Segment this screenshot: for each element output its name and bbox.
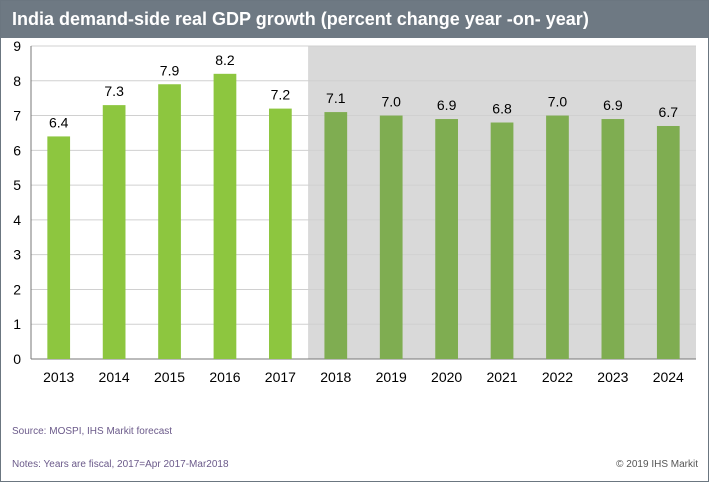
- y-tick-label: 3: [13, 247, 21, 263]
- x-tick-label: 2017: [265, 369, 296, 385]
- bar: [490, 122, 514, 359]
- y-tick-label: 4: [13, 212, 21, 228]
- source-note: Source: MOSPI, IHS Markit forecast: [12, 426, 173, 437]
- y-tick-label: 5: [13, 177, 21, 193]
- bar: [324, 112, 348, 359]
- x-tick-label: 2022: [542, 369, 573, 385]
- data-label: 6.9: [437, 97, 457, 113]
- data-label: 6.4: [49, 114, 69, 130]
- y-tick-label: 7: [13, 108, 21, 124]
- bar: [656, 125, 680, 359]
- x-tick-label: 2015: [154, 369, 185, 385]
- x-tick-label: 2016: [209, 369, 240, 385]
- y-tick-label: 1: [13, 316, 21, 332]
- bar: [158, 84, 181, 359]
- bar: [47, 136, 71, 359]
- chart-title: India demand-side real GDP growth (perce…: [1, 1, 708, 38]
- x-tick-label: 2013: [43, 369, 74, 385]
- x-tick-label: 2021: [486, 369, 517, 385]
- data-label: 7.1: [326, 90, 346, 106]
- y-tick-label: 2: [13, 281, 21, 297]
- x-tick-label: 2020: [431, 369, 462, 385]
- bar: [269, 108, 292, 359]
- bar: [546, 115, 569, 359]
- x-tick-label: 2024: [653, 369, 684, 385]
- bar: [435, 119, 458, 360]
- bar-chart: 0 1 2 3 4 5 6 7 8 9 6.4 2013 7.3 2014 7.9 2015 8.2 2016 7.…: [13, 38, 696, 385]
- data-label: 7.3: [104, 83, 124, 99]
- bar: [601, 119, 625, 360]
- y-tick-label: 0: [13, 351, 21, 367]
- data-label: 6.7: [659, 104, 679, 120]
- data-label: 6.9: [603, 97, 623, 113]
- bar: [102, 105, 126, 359]
- y-tick-label: 6: [13, 142, 21, 158]
- data-label: 8.2: [215, 52, 235, 68]
- data-label: 7.0: [381, 94, 401, 110]
- bar: [379, 115, 403, 359]
- bar: [213, 73, 237, 360]
- notes-text: Notes: Years are fiscal, 2017=Apr 2017-M…: [12, 459, 229, 470]
- y-tick-label: 8: [13, 73, 21, 89]
- data-label: 7.2: [271, 87, 291, 103]
- x-tick-label: 2014: [99, 369, 130, 385]
- y-tick-label: 9: [13, 38, 21, 54]
- x-tick-label: 2019: [376, 369, 407, 385]
- x-tick-label: 2023: [597, 369, 628, 385]
- x-tick-label: 2018: [320, 369, 351, 385]
- data-label: 7.0: [548, 94, 568, 110]
- data-label: 6.8: [492, 101, 512, 117]
- copyright-text: © 2019 IHS Markit: [616, 459, 698, 470]
- data-label: 7.9: [160, 62, 180, 78]
